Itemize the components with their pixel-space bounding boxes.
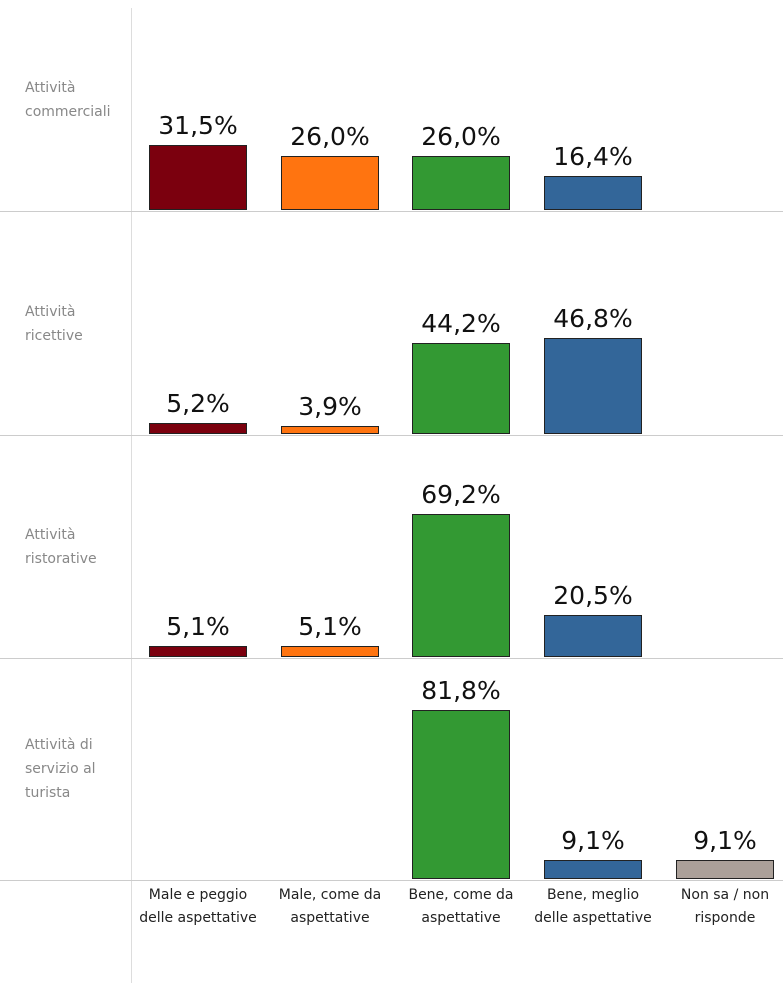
value-label: 3,9%: [298, 391, 362, 421]
separator: [0, 880, 783, 881]
value-label: 26,0%: [290, 122, 370, 152]
bar: [676, 860, 774, 879]
separator: [0, 211, 783, 212]
x-tick-label: Bene, come da aspettative: [408, 887, 514, 926]
value-label: 16,4%: [553, 142, 633, 172]
separator: [0, 658, 783, 659]
value-label: 69,2%: [421, 480, 501, 510]
value-label: 9,1%: [693, 826, 757, 856]
bar: [149, 646, 247, 657]
row-label: Attività commerciali: [25, 80, 111, 120]
bar: [281, 646, 379, 657]
bar: [412, 342, 510, 434]
x-tick-label: Non sa / non risponde: [680, 887, 770, 926]
value-label: 81,8%: [421, 676, 501, 706]
value-label: 46,8%: [553, 303, 633, 333]
bar: [149, 423, 247, 434]
value-label: 5,1%: [298, 612, 362, 642]
x-tick-label: Male, come da aspettative: [278, 887, 382, 926]
bar: [281, 425, 379, 434]
bar: [412, 710, 510, 879]
value-label: 44,2%: [421, 308, 501, 338]
bar: [544, 614, 642, 657]
bar: [544, 176, 642, 210]
value-label: 9,1%: [561, 826, 625, 856]
bar: [544, 337, 642, 434]
bar: [412, 514, 510, 657]
bar: [149, 145, 247, 210]
row-label: Attività ristorative: [25, 527, 97, 567]
axis-line: [131, 8, 132, 983]
row-label: Attività ricettive: [25, 304, 83, 344]
value-label: 5,2%: [166, 389, 230, 419]
separator: [0, 435, 783, 436]
bar: [412, 156, 510, 210]
x-tick-label: Bene, meglio delle aspettative: [534, 887, 652, 926]
value-label: 20,5%: [553, 580, 633, 610]
bar: [544, 860, 642, 879]
row-label: Attività di servizio al turista: [25, 737, 96, 801]
x-tick-label: Male e peggio delle aspettative: [139, 887, 257, 926]
value-label: 5,1%: [166, 612, 230, 642]
value-label: 26,0%: [421, 122, 501, 152]
value-label: 31,5%: [158, 111, 238, 141]
bar: [281, 156, 379, 210]
